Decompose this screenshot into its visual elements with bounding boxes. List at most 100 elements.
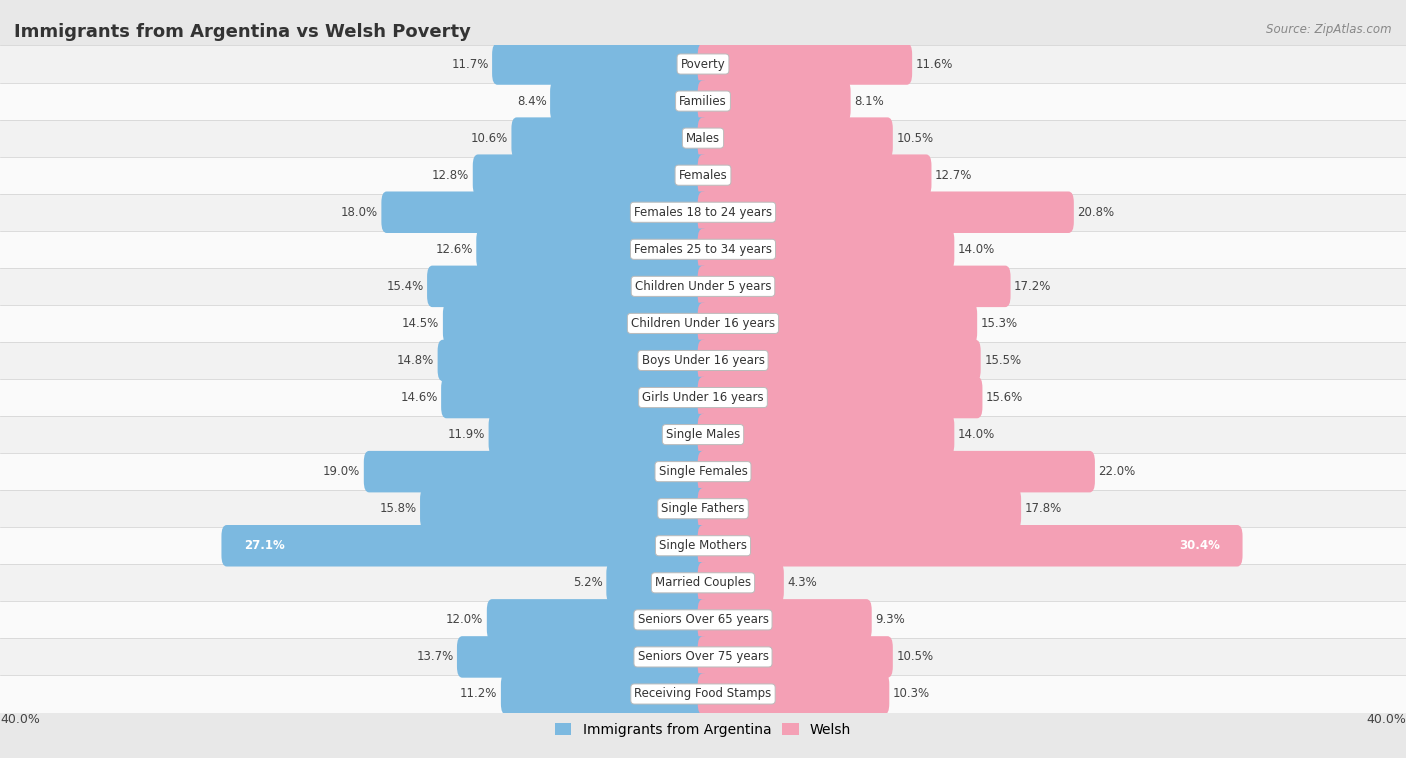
Bar (0, 490, 1406, 528)
Text: 15.8%: 15.8% (380, 503, 416, 515)
Text: 15.6%: 15.6% (986, 391, 1024, 404)
FancyBboxPatch shape (697, 229, 955, 270)
FancyBboxPatch shape (697, 673, 889, 715)
FancyBboxPatch shape (697, 562, 785, 603)
FancyBboxPatch shape (441, 377, 709, 418)
Text: 14.5%: 14.5% (402, 317, 439, 330)
Text: 13.7%: 13.7% (416, 650, 454, 663)
Text: Poverty: Poverty (681, 58, 725, 70)
FancyBboxPatch shape (697, 302, 977, 344)
Text: Males: Males (686, 132, 720, 145)
Text: 4.3%: 4.3% (787, 576, 817, 589)
Bar (0, 379, 1406, 416)
Text: Married Couples: Married Couples (655, 576, 751, 589)
Text: 10.5%: 10.5% (897, 132, 934, 145)
Text: 14.0%: 14.0% (957, 243, 995, 255)
Text: 8.1%: 8.1% (855, 95, 884, 108)
Bar (0, 45, 1406, 83)
Text: Single Females: Single Females (658, 465, 748, 478)
Bar (0, 638, 1406, 675)
Bar (0, 564, 1406, 601)
Text: 11.7%: 11.7% (451, 58, 489, 70)
Legend: Immigrants from Argentina, Welsh: Immigrants from Argentina, Welsh (550, 717, 856, 742)
FancyBboxPatch shape (697, 525, 1243, 566)
Text: Children Under 16 years: Children Under 16 years (631, 317, 775, 330)
Bar (0, 157, 1406, 194)
Text: Source: ZipAtlas.com: Source: ZipAtlas.com (1267, 23, 1392, 36)
Bar (0, 83, 1406, 120)
Bar (0, 416, 1406, 453)
Bar (0, 230, 1406, 268)
Text: Receiving Food Stamps: Receiving Food Stamps (634, 688, 772, 700)
Bar (0, 268, 1406, 305)
Text: 22.0%: 22.0% (1098, 465, 1136, 478)
Text: 15.5%: 15.5% (984, 354, 1021, 367)
FancyBboxPatch shape (492, 43, 709, 85)
Text: 10.5%: 10.5% (897, 650, 934, 663)
Text: Females: Females (679, 169, 727, 182)
Text: 10.6%: 10.6% (471, 132, 508, 145)
FancyBboxPatch shape (364, 451, 709, 493)
Text: Single Males: Single Males (666, 428, 740, 441)
Text: Immigrants from Argentina vs Welsh Poverty: Immigrants from Argentina vs Welsh Pover… (14, 23, 471, 41)
Bar (0, 675, 1406, 713)
Text: 27.1%: 27.1% (245, 539, 285, 553)
Text: 18.0%: 18.0% (340, 205, 378, 219)
Text: 10.3%: 10.3% (893, 688, 929, 700)
FancyBboxPatch shape (697, 636, 893, 678)
FancyBboxPatch shape (697, 488, 1021, 529)
FancyBboxPatch shape (501, 673, 709, 715)
Bar (0, 528, 1406, 564)
FancyBboxPatch shape (550, 80, 709, 122)
FancyBboxPatch shape (697, 414, 955, 456)
FancyBboxPatch shape (477, 229, 709, 270)
Text: 14.0%: 14.0% (957, 428, 995, 441)
Text: 11.9%: 11.9% (447, 428, 485, 441)
FancyBboxPatch shape (222, 525, 709, 566)
FancyBboxPatch shape (697, 117, 893, 159)
Text: 9.3%: 9.3% (875, 613, 905, 626)
Text: Single Mothers: Single Mothers (659, 539, 747, 553)
Text: Seniors Over 65 years: Seniors Over 65 years (637, 613, 769, 626)
Text: Girls Under 16 years: Girls Under 16 years (643, 391, 763, 404)
FancyBboxPatch shape (697, 192, 1074, 233)
Text: 17.8%: 17.8% (1025, 503, 1062, 515)
Text: Single Fathers: Single Fathers (661, 503, 745, 515)
Text: 11.2%: 11.2% (460, 688, 498, 700)
FancyBboxPatch shape (697, 80, 851, 122)
Bar (0, 342, 1406, 379)
Text: 12.6%: 12.6% (436, 243, 472, 255)
Text: 12.8%: 12.8% (432, 169, 470, 182)
Text: 20.8%: 20.8% (1077, 205, 1115, 219)
Text: 19.0%: 19.0% (323, 465, 360, 478)
FancyBboxPatch shape (457, 636, 709, 678)
FancyBboxPatch shape (697, 340, 981, 381)
FancyBboxPatch shape (420, 488, 709, 529)
Text: 40.0%: 40.0% (1367, 713, 1406, 726)
Text: 15.4%: 15.4% (387, 280, 423, 293)
Text: 12.7%: 12.7% (935, 169, 973, 182)
FancyBboxPatch shape (697, 265, 1011, 307)
Text: 14.6%: 14.6% (401, 391, 437, 404)
Bar (0, 601, 1406, 638)
Text: 15.3%: 15.3% (981, 317, 1018, 330)
FancyBboxPatch shape (697, 599, 872, 641)
Text: 11.6%: 11.6% (915, 58, 953, 70)
FancyBboxPatch shape (697, 451, 1095, 493)
FancyBboxPatch shape (697, 377, 983, 418)
FancyBboxPatch shape (437, 340, 709, 381)
FancyBboxPatch shape (443, 302, 709, 344)
Bar (0, 453, 1406, 490)
FancyBboxPatch shape (512, 117, 709, 159)
FancyBboxPatch shape (427, 265, 709, 307)
Text: 40.0%: 40.0% (0, 713, 39, 726)
Text: Seniors Over 75 years: Seniors Over 75 years (637, 650, 769, 663)
Bar (0, 120, 1406, 157)
FancyBboxPatch shape (381, 192, 709, 233)
FancyBboxPatch shape (472, 155, 709, 196)
Bar (0, 305, 1406, 342)
Bar (0, 194, 1406, 230)
FancyBboxPatch shape (486, 599, 709, 641)
FancyBboxPatch shape (489, 414, 709, 456)
Text: 5.2%: 5.2% (574, 576, 603, 589)
